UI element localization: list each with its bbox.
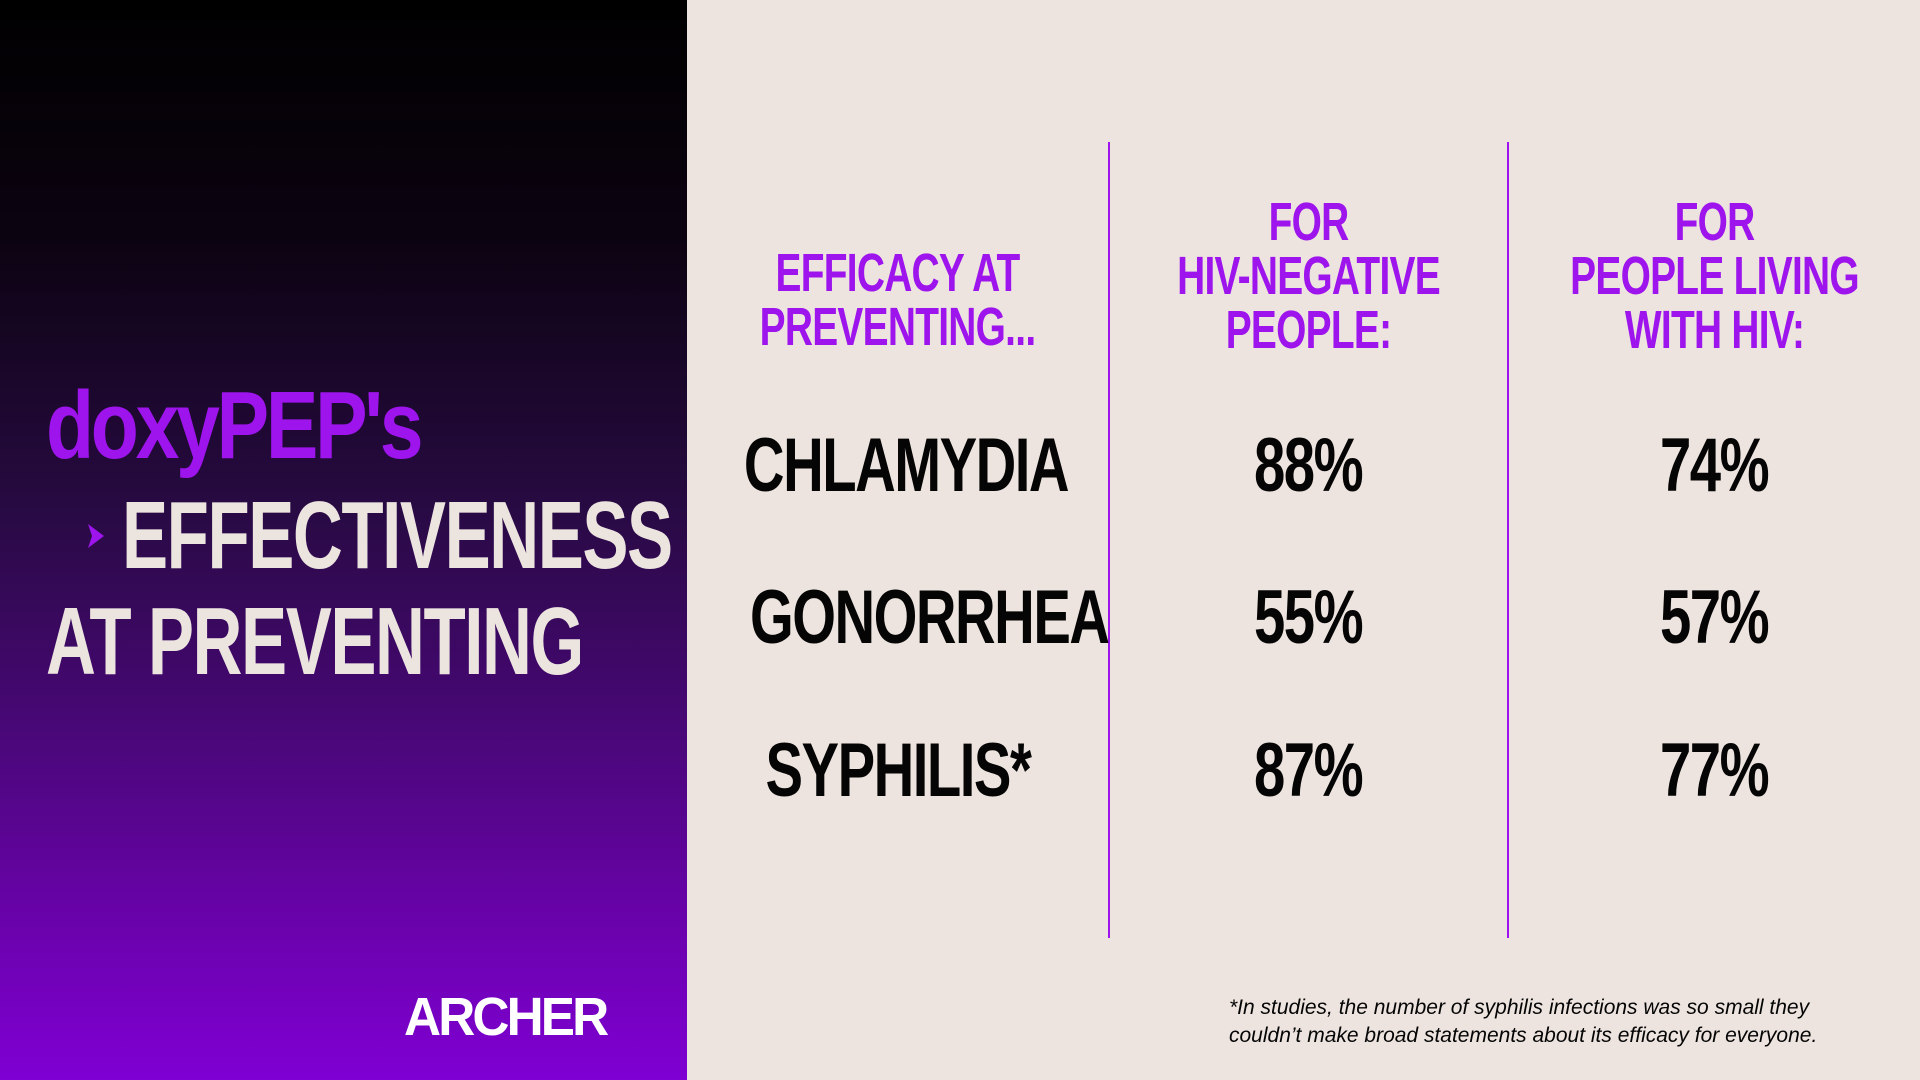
title-panel: doxyPEP's EFFECTIVENESS AT PREVENTING AR… <box>0 0 687 1080</box>
column-divider <box>1108 142 1110 938</box>
title-brand: doxyPEP's <box>46 372 424 479</box>
hiv-negative-value-chlamydia: 88% <box>1254 423 1364 508</box>
header-line: HIV-NEGATIVE <box>1177 246 1441 306</box>
archer-logo: ARCHER <box>404 987 609 1047</box>
title-word-effectiveness: EFFECTIVENESS <box>122 482 673 589</box>
header-line: WITH HIV: <box>1624 300 1805 360</box>
header-line: FOR <box>1674 192 1756 252</box>
living-with-hiv-value-gonorrhea: 57% <box>1660 575 1770 660</box>
living-with-hiv-column: FOR PEOPLE LIVING WITH HIV: 74% 57% 77% <box>1509 0 1920 1080</box>
living-with-hiv-column-header: FOR PEOPLE LIVING WITH HIV: <box>1509 195 1920 357</box>
condition-cell-gonorrhea: GONORRHEA <box>749 575 1110 660</box>
hiv-negative-value-gonorrhea: 55% <box>1254 575 1364 660</box>
column-divider <box>1507 142 1509 938</box>
condition-cell-syphilis: SYPHILIS* <box>765 728 1031 813</box>
hiv-negative-value-syphilis: 87% <box>1254 728 1364 813</box>
footnote-line: *In studies, the number of syphilis infe… <box>1229 996 1810 1019</box>
condition-cell-chlamydia: CHLAMYDIA <box>743 423 1070 508</box>
efficacy-table: EFFICACY AT PREVENTING... CHLAMYDIA GONO… <box>687 0 1920 1080</box>
living-with-hiv-value-syphilis: 77% <box>1660 728 1770 813</box>
living-with-hiv-value-chlamydia: 74% <box>1660 423 1770 508</box>
title-line-effectiveness: EFFECTIVENESS <box>84 488 885 584</box>
header-line: EFFICACY AT <box>775 243 1020 303</box>
header-line: PEOPLE LIVING <box>1570 246 1859 306</box>
header-line: PEOPLE: <box>1225 300 1392 360</box>
hiv-negative-column: FOR HIV-NEGATIVE PEOPLE: 88% 55% 87% <box>1110 0 1507 1080</box>
chevron-right-icon <box>88 524 104 548</box>
header-line: PREVENTING... <box>759 297 1037 357</box>
footnote: *In studies, the number of syphilis infe… <box>1229 994 1909 1050</box>
title-word-at-preventing: AT PREVENTING <box>46 588 584 695</box>
footnote-line: couldn’t make broad statements about its… <box>1229 1024 1818 1047</box>
condition-column: EFFICACY AT PREVENTING... CHLAMYDIA GONO… <box>687 0 1110 1080</box>
hiv-negative-column-header: FOR HIV-NEGATIVE PEOPLE: <box>1110 195 1507 357</box>
header-line: FOR <box>1268 192 1350 252</box>
condition-column-header: EFFICACY AT PREVENTING... <box>687 246 1108 354</box>
